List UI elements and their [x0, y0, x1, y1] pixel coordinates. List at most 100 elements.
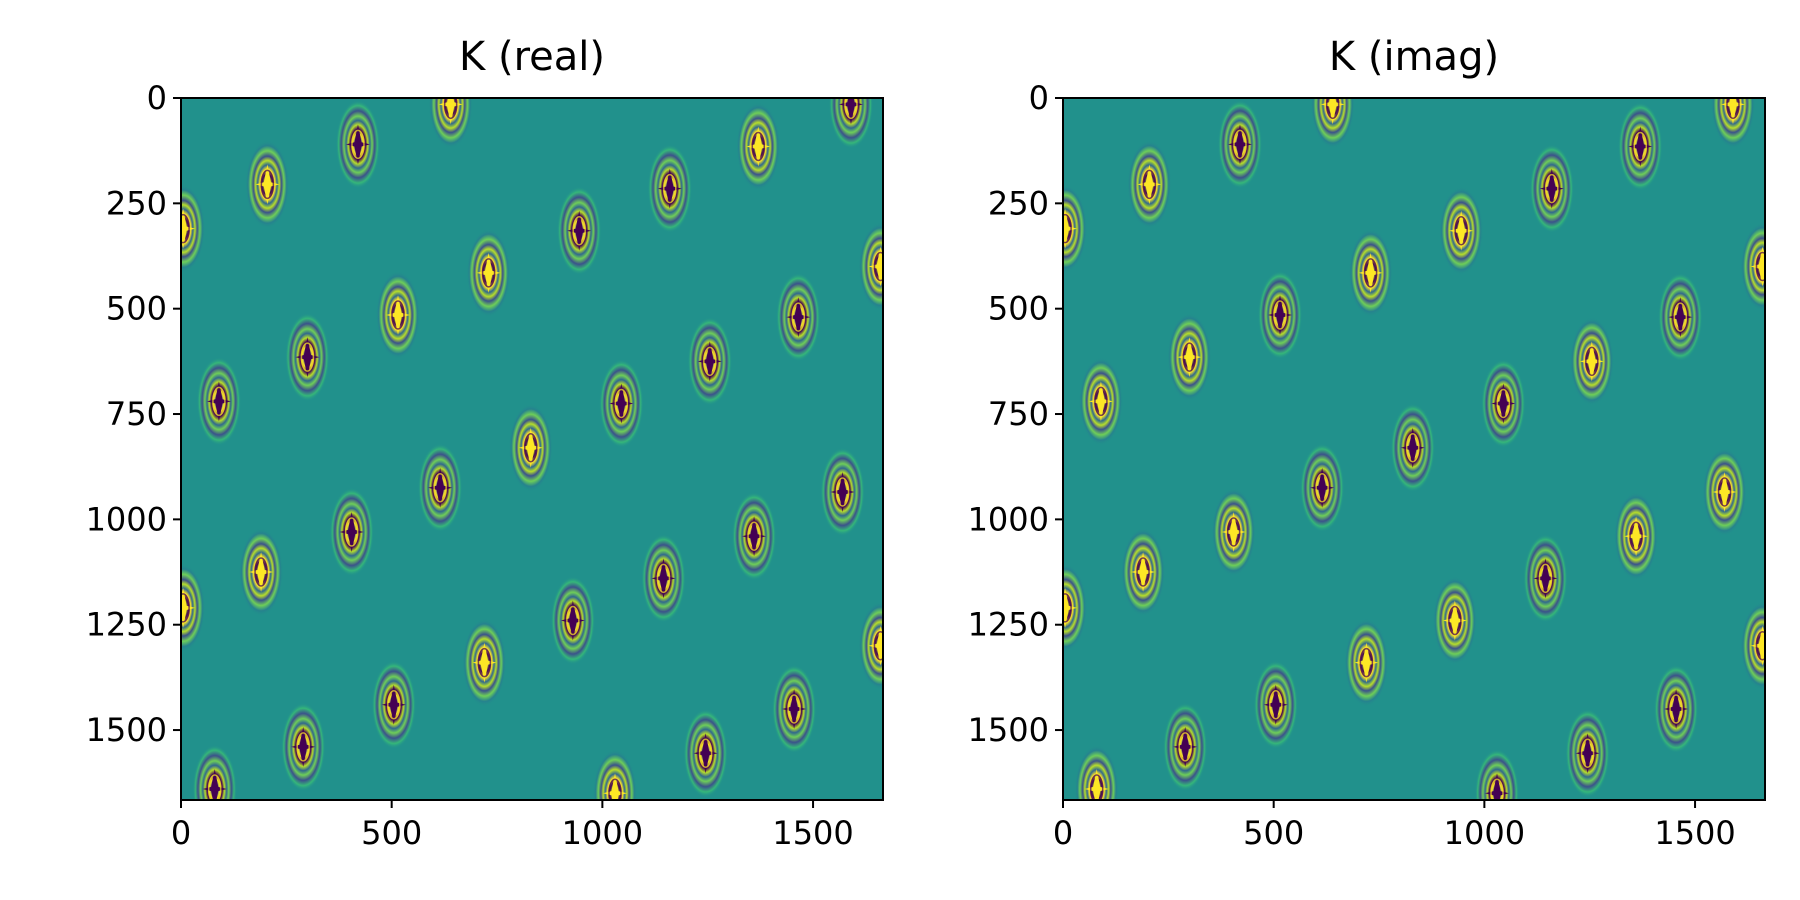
x-tick-label: 1000	[1444, 814, 1525, 852]
y-axis: 0 250 500 750 1000 1250 1500	[86, 79, 181, 749]
interference-spot	[1475, 749, 1520, 800]
interference-spot	[732, 492, 777, 581]
interference-spot	[428, 98, 473, 149]
x-tick-label: 1500	[772, 814, 853, 852]
interference-spot	[329, 488, 374, 577]
interference-spot	[1614, 492, 1659, 581]
interference-spot	[371, 660, 416, 749]
interference-spot	[462, 618, 507, 707]
interference-spot	[1565, 709, 1610, 798]
interference-spot	[1618, 102, 1663, 191]
y-tick-label: 250	[106, 184, 167, 222]
interference-spot	[1569, 317, 1614, 406]
y-axis: 0 250 500 750 1000 1250 1500	[968, 79, 1063, 749]
interference-spot	[1702, 447, 1747, 536]
interference-spot	[1348, 228, 1393, 317]
interference-spot	[1063, 563, 1088, 652]
interference-spot	[466, 228, 511, 317]
x-axis: 0 500 1000 1500	[171, 800, 854, 852]
interference-spot	[418, 443, 463, 532]
interference-spot	[1710, 98, 1755, 149]
interference-spot	[1127, 140, 1172, 229]
interference-spot	[1253, 660, 1298, 749]
interference-spot	[641, 534, 686, 623]
interference-spot	[192, 745, 237, 800]
x-tick-label: 1000	[562, 814, 643, 852]
y-tick-label: 500	[106, 290, 167, 328]
y-tick-label: 1500	[86, 711, 167, 749]
interference-spot	[1258, 271, 1303, 360]
y-tick-label: 1250	[968, 606, 1049, 644]
interference-spot	[196, 357, 241, 446]
interference-spot	[285, 313, 330, 402]
interference-spot	[281, 702, 326, 791]
y-tick-label: 1250	[86, 606, 167, 644]
x-tick-label: 0	[171, 814, 191, 852]
interference-spot	[687, 317, 732, 406]
spots-layer	[1063, 98, 1765, 800]
x-tick-label: 0	[1053, 814, 1073, 852]
plot-frame	[180, 97, 884, 801]
interference-spot	[1121, 528, 1166, 617]
y-tick-label: 1000	[968, 500, 1049, 538]
interference-spot	[1211, 488, 1256, 577]
y-tick-label: 500	[988, 290, 1049, 328]
interference-spot	[1523, 534, 1568, 623]
y-tick-label: 1500	[968, 711, 1049, 749]
x-tick-label: 500	[361, 814, 422, 852]
interference-spot	[335, 100, 380, 189]
interference-spot	[1063, 184, 1088, 273]
interference-spot	[557, 186, 602, 275]
interference-spot	[239, 528, 284, 617]
interference-spot	[1310, 98, 1355, 149]
interference-spot	[1217, 100, 1262, 189]
interference-spot	[820, 447, 865, 536]
interference-spot	[508, 403, 553, 492]
x-tick-label: 1500	[1654, 814, 1735, 852]
chart-title: K (imag)	[1329, 34, 1499, 80]
interference-spot	[1167, 313, 1212, 402]
interference-spot	[181, 563, 206, 652]
x-tick-label: 500	[1243, 814, 1304, 852]
interference-spot	[593, 749, 638, 800]
interference-spot	[1163, 702, 1208, 791]
interference-spot	[1529, 144, 1574, 233]
interference-spot	[776, 273, 821, 362]
y-tick-label: 750	[106, 395, 167, 433]
interference-spot	[1390, 403, 1435, 492]
interference-spot	[1074, 745, 1119, 800]
y-tick-label: 250	[988, 184, 1049, 222]
interference-spot	[1740, 222, 1765, 311]
interference-spot	[1344, 618, 1389, 707]
interference-spot	[858, 222, 883, 311]
interference-spot	[376, 271, 421, 360]
y-tick-label: 1000	[86, 500, 167, 538]
interference-spot	[1300, 443, 1345, 532]
interference-spot	[245, 140, 290, 229]
interference-spot	[1481, 359, 1526, 448]
interference-spot	[1432, 576, 1477, 665]
interference-spot	[181, 184, 206, 273]
plot-frame	[1062, 97, 1766, 801]
y-tick-label: 0	[147, 79, 167, 117]
interference-spot	[550, 576, 595, 665]
interference-spot	[1439, 186, 1484, 275]
interference-spot	[1658, 273, 1703, 362]
interference-spot	[858, 601, 883, 690]
chart-panel-real: K (real) 0 500 1000 1500 0 250 500 750 1000 1250…	[86, 34, 884, 852]
x-axis: 0 500 1000 1500	[1053, 800, 1736, 852]
interference-spot	[828, 98, 873, 149]
interference-spot	[1078, 357, 1123, 446]
chart-panel-imag: K (imag) 0 500 1000 1500 0 250 500 750 1000 1250…	[968, 34, 1766, 852]
chart-title: K (real)	[459, 34, 605, 80]
y-tick-label: 0	[1029, 79, 1049, 117]
interference-spot	[599, 359, 644, 448]
interference-spot	[1740, 601, 1765, 690]
interference-spot	[1654, 664, 1699, 753]
interference-spot	[772, 664, 817, 753]
spots-layer	[181, 98, 883, 800]
interference-spot	[736, 102, 781, 191]
y-tick-label: 750	[988, 395, 1049, 433]
interference-spot	[647, 144, 692, 233]
